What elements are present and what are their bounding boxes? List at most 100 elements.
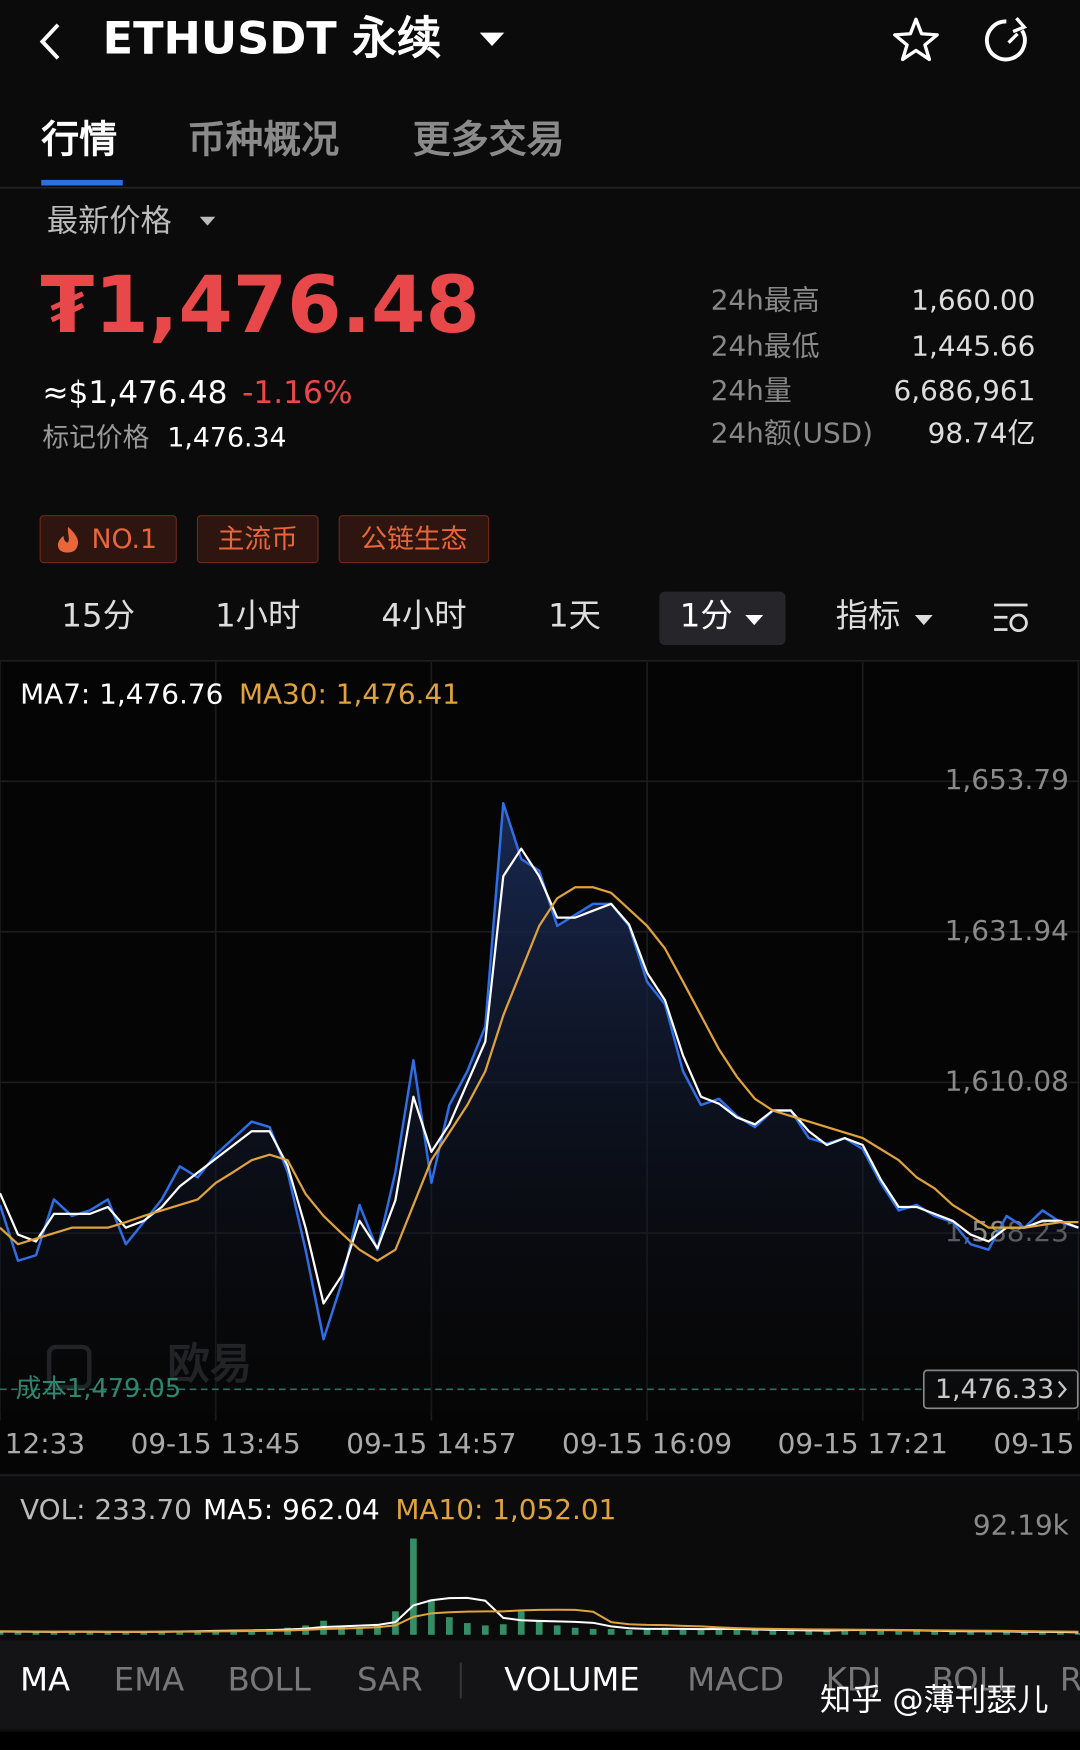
volume-bar	[428, 1599, 435, 1635]
y-tick-label: 1,653.79	[945, 763, 1069, 796]
indicator-tab[interactable]: BOLL	[228, 1661, 311, 1699]
volume-bar	[68, 1631, 76, 1635]
indicator-tab[interactable]: SAR	[357, 1661, 423, 1699]
indicator-tab[interactable]: KDJ	[826, 1661, 882, 1699]
legend-title: VOL: 233.70	[20, 1493, 192, 1526]
tab-active[interactable]: 行情	[41, 117, 117, 161]
tab[interactable]: 币种概况	[187, 117, 339, 161]
volume-bar	[733, 1628, 741, 1635]
refresh-arrow	[1012, 17, 1028, 34]
volume-bar	[553, 1625, 561, 1635]
interval-active-box[interactable]	[659, 591, 786, 646]
y-tick-label: 1,631.94	[945, 914, 1069, 947]
x-tick-label: 09-15 12:33	[0, 1427, 85, 1460]
volume-bar	[86, 1632, 94, 1635]
tab[interactable]: 更多交易	[413, 117, 565, 161]
volume-bar	[679, 1628, 687, 1635]
volume-bar	[643, 1628, 651, 1635]
volume-bar	[140, 1632, 148, 1635]
volume-bar	[661, 1627, 669, 1635]
indicator-tab[interactable]: BOLL	[932, 1661, 1015, 1699]
volume-bar	[769, 1630, 777, 1635]
volume-bar	[338, 1626, 345, 1635]
volume-bar	[895, 1631, 903, 1635]
volume-bar	[949, 1631, 956, 1635]
interval[interactable]: 1小时	[215, 596, 300, 634]
interval[interactable]: 15分	[61, 596, 135, 634]
indicator-bar	[0, 1640, 1080, 1730]
volume-bar	[0, 1631, 4, 1635]
tag-box[interactable]	[338, 515, 490, 564]
volume-bar	[158, 1631, 166, 1635]
legend-entry: MA30: 1,476.41	[239, 677, 460, 710]
volume-bar	[931, 1631, 938, 1635]
volume-bar	[697, 1630, 705, 1635]
watermark: 知乎 @薄刊瑟儿	[820, 1683, 1048, 1719]
volume-bar	[356, 1627, 363, 1635]
volume-bar	[625, 1630, 633, 1635]
tag[interactable]: NO.1	[91, 524, 157, 555]
ma-line	[0, 886, 1079, 1262]
stat-label: 24h量	[711, 374, 792, 407]
volume-bar	[535, 1620, 543, 1635]
volume-bar	[463, 1623, 471, 1635]
volume-bar	[571, 1627, 579, 1635]
bottom-strip	[0, 1731, 1080, 1750]
indicator-tab[interactable]: MA	[20, 1661, 70, 1699]
volume-bar	[104, 1631, 112, 1635]
header-title[interactable]: ETHUSDT 永续	[103, 13, 442, 65]
volume-bar	[230, 1630, 238, 1635]
favorite-button[interactable]	[893, 17, 939, 62]
back-button[interactable]	[39, 23, 60, 60]
indicator-dropdown[interactable]	[914, 615, 933, 626]
price-area	[0, 803, 1079, 1412]
indicator-tab[interactable]: EMA	[114, 1661, 184, 1699]
title-dropdown[interactable]	[479, 32, 505, 47]
volume-bar	[787, 1631, 795, 1635]
indicator-tab[interactable]: MACD	[687, 1661, 784, 1699]
tag-box[interactable]	[39, 515, 177, 564]
stat-label: 24h最低	[711, 329, 820, 362]
interval[interactable]: 1天	[548, 596, 601, 634]
usd-price: ≈$1,476.48	[42, 375, 227, 411]
x-tick-label: 09-15 16:09	[562, 1427, 732, 1460]
volume-bar	[481, 1625, 489, 1635]
indicator-tab[interactable]: R	[1060, 1661, 1080, 1699]
stat-label: 24h最高	[711, 284, 820, 317]
interval-dropdown[interactable]	[745, 615, 764, 626]
tag-box[interactable]	[196, 515, 319, 564]
volume-bar	[607, 1628, 615, 1635]
price-label[interactable]: 最新价格	[47, 203, 172, 239]
stat-value: 98.74亿	[928, 416, 1036, 449]
x-tick-label: 09-15 17:21	[778, 1427, 948, 1460]
chart-settings[interactable]	[994, 603, 1028, 633]
volume-bar	[859, 1630, 867, 1635]
settings-gear	[1009, 613, 1028, 633]
stats: 24h最高 1,660.00 24h最低 1,445.66 24h量 6,686,961 2…	[711, 284, 1036, 450]
volume-bar	[176, 1630, 184, 1635]
indicator-tab[interactable]: VOLUME	[504, 1661, 639, 1699]
y-tick-label: 1,610.08	[945, 1064, 1069, 1097]
volume-bar	[446, 1617, 453, 1635]
tag[interactable]: 主流币	[218, 524, 298, 555]
volume-bar	[248, 1630, 255, 1635]
refresh-button[interactable]	[985, 19, 1027, 62]
tag[interactable]: 公链生态	[360, 524, 467, 555]
indicator-menu[interactable]: 指标	[836, 596, 901, 634]
price-line	[0, 801, 1079, 1341]
charts: 09-15 12:33 09-15 13:45 09-15 14:57 09-15 1…	[0, 661, 1080, 1635]
tab-underline	[41, 179, 123, 186]
stat-label: 24h额(USD)	[711, 416, 873, 449]
ma-line	[0, 847, 1079, 1305]
volume-bar	[877, 1630, 885, 1635]
volume-bar	[50, 1631, 58, 1635]
legend-entry: MA10: 1,052.01	[395, 1493, 616, 1526]
price-dropdown[interactable]	[199, 216, 216, 226]
volume-bar	[14, 1631, 22, 1635]
volume-bar	[913, 1630, 921, 1635]
interval[interactable]: 4小时	[381, 596, 466, 634]
indicator-tabs: MA EMA BOLL SAR VOLUME MACD KDJ BOLL R	[20, 1661, 1080, 1699]
interval-active[interactable]: 1分	[680, 596, 733, 634]
volume-bar	[589, 1628, 597, 1635]
